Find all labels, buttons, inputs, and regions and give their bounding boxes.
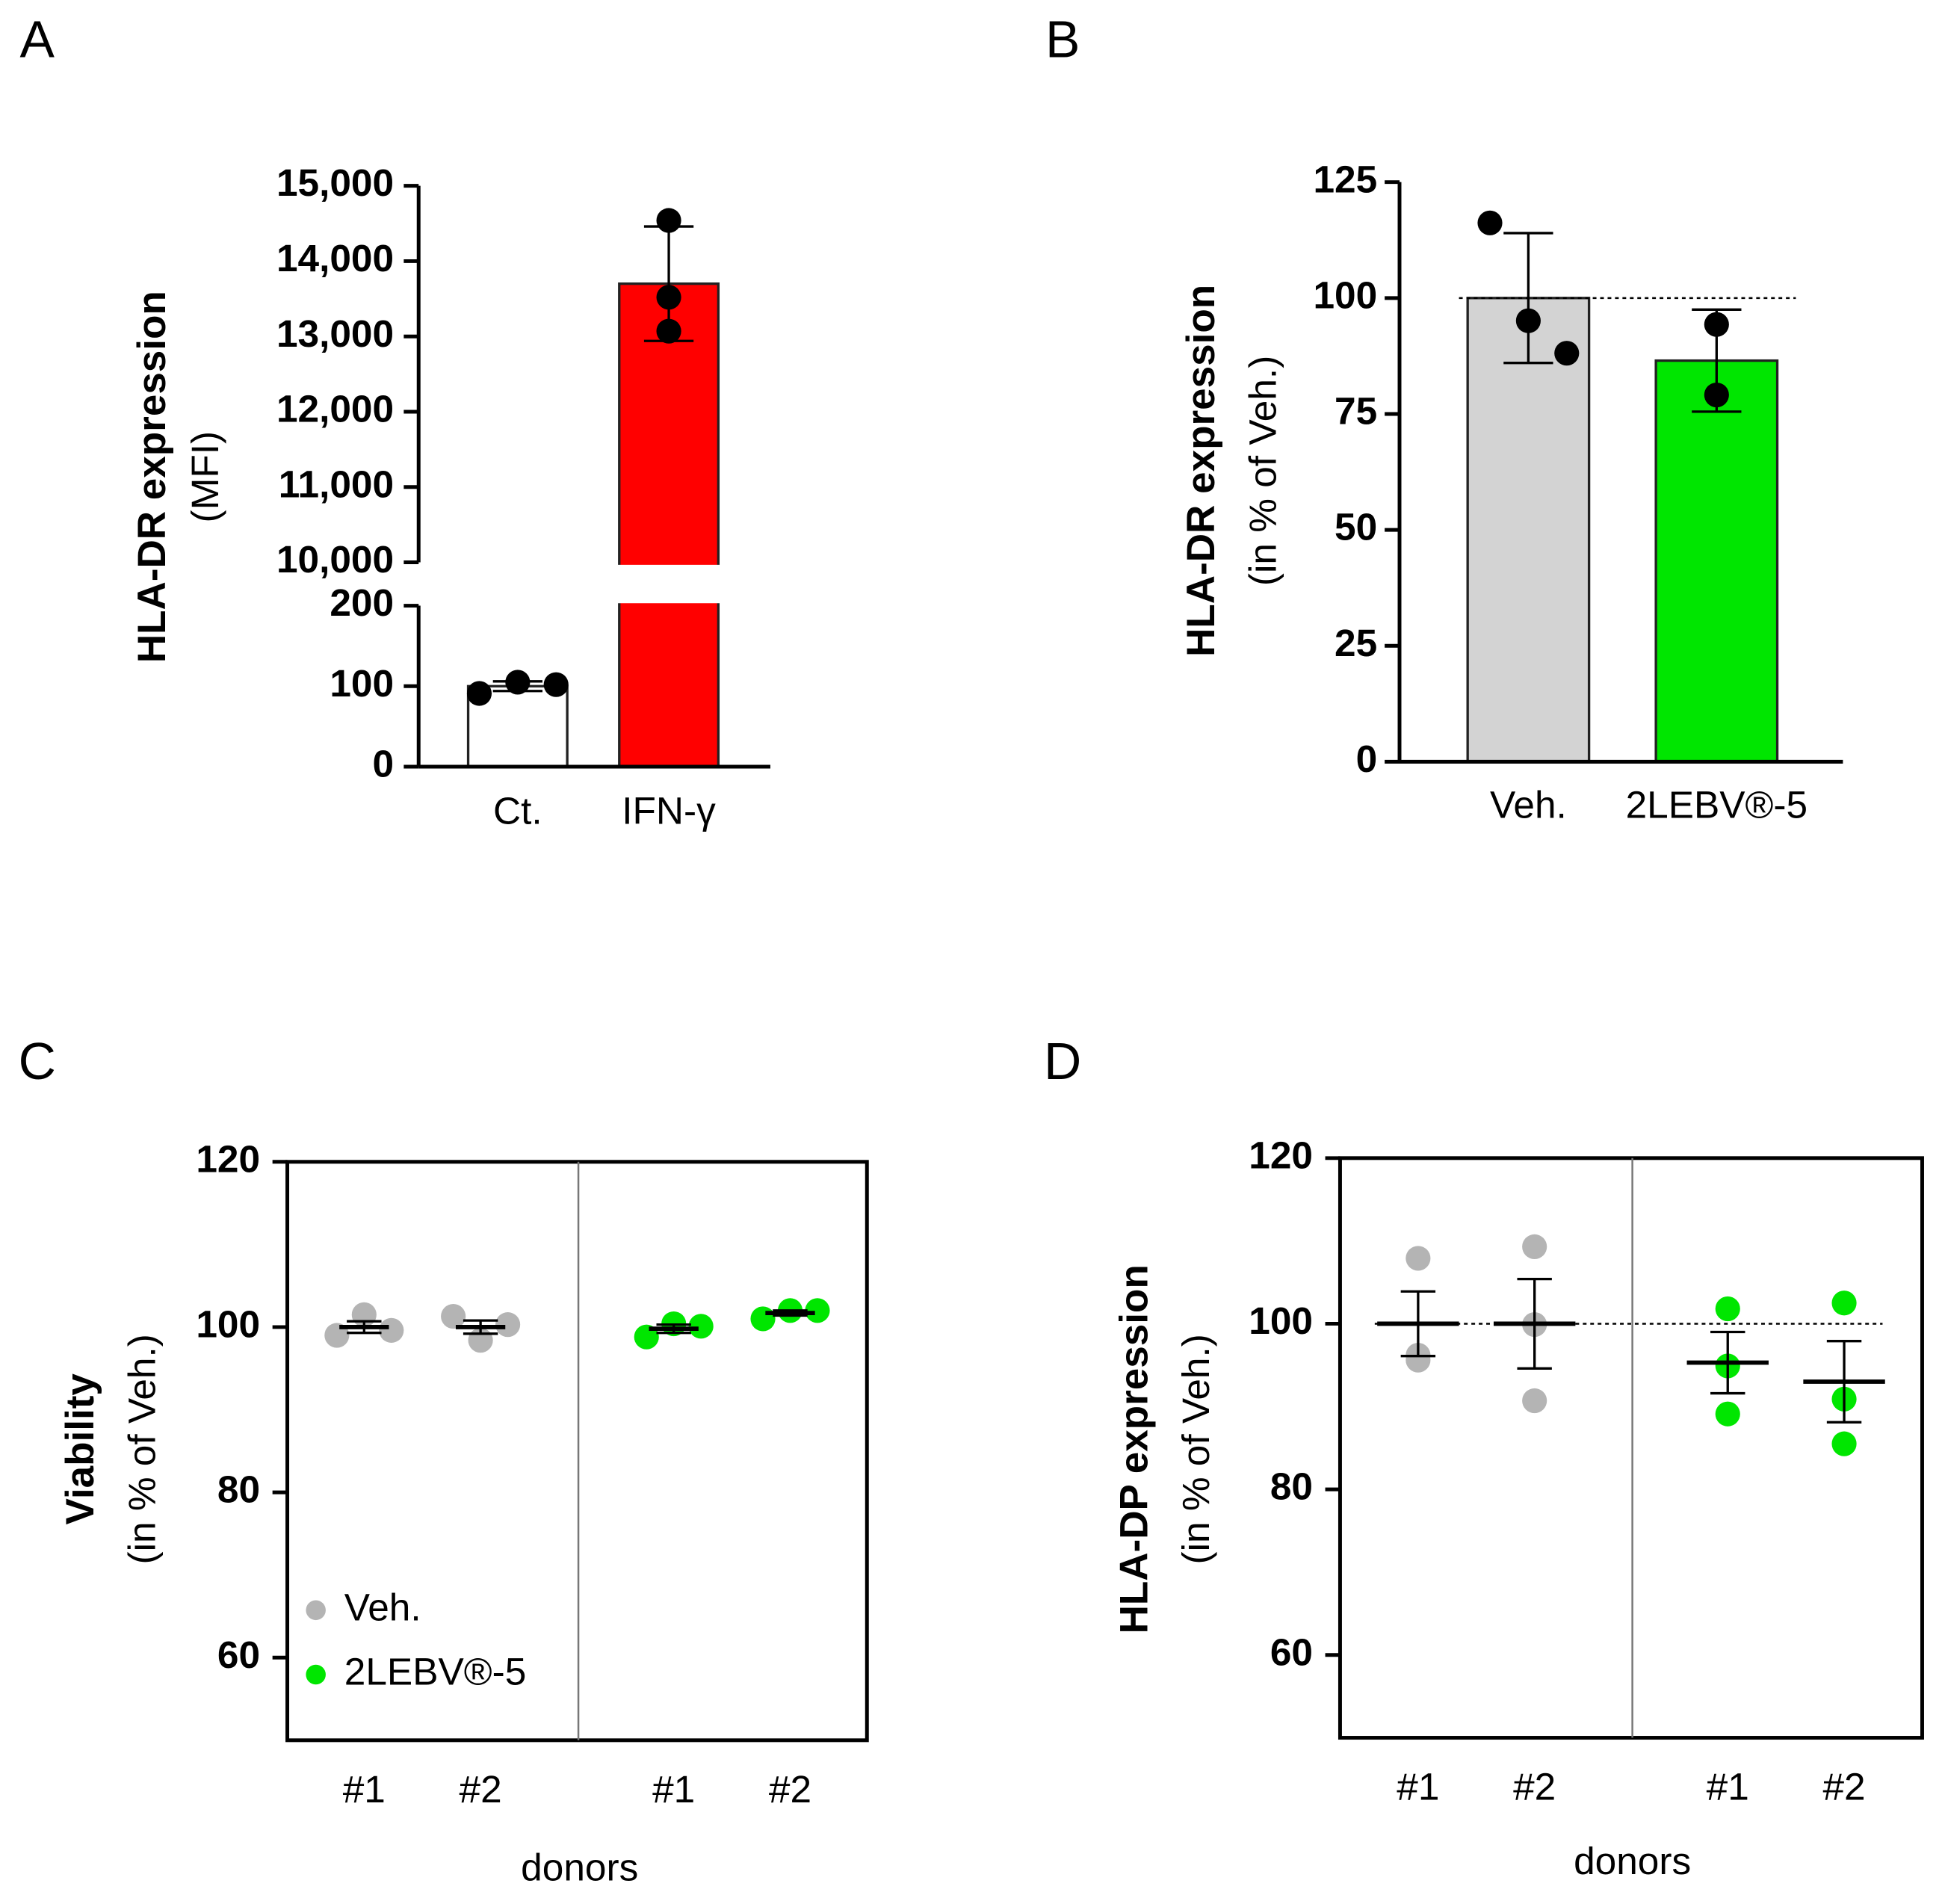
x-tick-label: 2LEBV®-5 bbox=[1626, 782, 1808, 826]
data-point bbox=[1704, 382, 1729, 408]
panel-label: B bbox=[1045, 10, 1080, 68]
y-tick-label: 14,000 bbox=[276, 236, 394, 279]
data-point bbox=[1704, 312, 1729, 337]
y-tick-label: 80 bbox=[217, 1468, 260, 1511]
y-tick-label: 12,000 bbox=[276, 387, 394, 430]
data-point bbox=[1715, 1296, 1740, 1322]
y-tick-label: 0 bbox=[373, 742, 395, 785]
y-axis-sublabel: (MFI) bbox=[183, 431, 226, 523]
data-point bbox=[441, 1303, 466, 1329]
y-tick-label: 50 bbox=[1335, 505, 1377, 548]
y-axis-label: HLA-DR expression bbox=[130, 291, 174, 663]
y-tick-label: 120 bbox=[1249, 1133, 1313, 1176]
x-tick-label: #2 bbox=[1513, 1765, 1556, 1808]
data-point bbox=[379, 1317, 404, 1343]
data-point bbox=[1554, 341, 1580, 366]
panel-label: D bbox=[1044, 1032, 1081, 1090]
data-point bbox=[1831, 1431, 1857, 1456]
y-axis-sublabel: (in % of Veh.) bbox=[1174, 1334, 1217, 1564]
x-tick-label: Ct. bbox=[493, 789, 542, 832]
x-tick-label: #1 bbox=[1397, 1765, 1439, 1808]
y-axis-sublabel: (in % of Veh.) bbox=[120, 1334, 164, 1564]
plot-frame bbox=[285, 1160, 869, 1743]
panel-label: C bbox=[19, 1032, 56, 1090]
x-axis-label: donors bbox=[1574, 1839, 1691, 1882]
y-tick-label: 0 bbox=[1356, 737, 1378, 780]
panel-label: A bbox=[20, 10, 55, 68]
data-point bbox=[656, 285, 681, 310]
y-axis-label: HLA-DP expression bbox=[1113, 1264, 1157, 1633]
x-tick-label: #2 bbox=[460, 1767, 502, 1811]
y-tick-label: 60 bbox=[217, 1633, 260, 1676]
y-tick-label: 120 bbox=[196, 1137, 260, 1180]
y-tick-label: 200 bbox=[330, 581, 394, 624]
data-point bbox=[495, 1312, 521, 1338]
x-tick-label: #1 bbox=[1707, 1765, 1749, 1808]
y-tick-label: 100 bbox=[1249, 1299, 1313, 1342]
y-tick-label: 60 bbox=[1270, 1630, 1313, 1673]
x-tick-label: #2 bbox=[769, 1767, 811, 1811]
y-tick-label: 11,000 bbox=[279, 462, 394, 505]
x-tick-label: #1 bbox=[652, 1767, 695, 1811]
y-tick-label: 100 bbox=[1313, 273, 1377, 316]
bar bbox=[618, 282, 720, 768]
x-tick-label: #1 bbox=[343, 1767, 386, 1811]
legend-swatch bbox=[306, 1600, 326, 1621]
y-axis-sublabel: (in % of Veh.) bbox=[1241, 356, 1284, 586]
data-point bbox=[688, 1314, 714, 1339]
data-point bbox=[505, 670, 531, 695]
data-point bbox=[805, 1298, 830, 1323]
legend-swatch bbox=[306, 1664, 326, 1685]
bar bbox=[1466, 297, 1591, 764]
error-bar bbox=[1503, 232, 1553, 365]
data-point bbox=[543, 672, 569, 697]
y-axis-label: Viability bbox=[58, 1373, 102, 1525]
legend-label: Veh. bbox=[344, 1585, 421, 1628]
y-tick-label: 125 bbox=[1313, 157, 1377, 200]
y-axis-label: HLA-DR expression bbox=[1179, 285, 1223, 657]
x-tick-label: #2 bbox=[1822, 1765, 1865, 1808]
data-point bbox=[1831, 1291, 1857, 1316]
y-tick-label: 75 bbox=[1335, 389, 1377, 433]
data-point bbox=[656, 318, 681, 344]
y-tick-label: 13,000 bbox=[276, 312, 394, 355]
x-tick-label: Veh. bbox=[1490, 782, 1567, 826]
y-tick-label: 80 bbox=[1270, 1465, 1313, 1508]
data-point bbox=[1522, 1388, 1547, 1414]
data-point bbox=[1715, 1401, 1740, 1427]
bar bbox=[1654, 359, 1779, 764]
y-tick-label: 100 bbox=[330, 661, 394, 705]
axis-break-gap bbox=[421, 564, 773, 604]
data-point bbox=[750, 1306, 776, 1332]
data-point bbox=[656, 208, 681, 233]
x-tick-label: IFN-γ bbox=[622, 789, 716, 832]
plot-frame bbox=[1338, 1156, 1924, 1740]
y-tick-label: 25 bbox=[1335, 621, 1377, 664]
data-point bbox=[1515, 308, 1541, 333]
y-tick-label: 15,000 bbox=[276, 161, 394, 204]
data-point bbox=[1406, 1246, 1431, 1271]
y-tick-label: 100 bbox=[196, 1302, 260, 1346]
data-point bbox=[466, 681, 492, 706]
data-point bbox=[1477, 210, 1503, 235]
legend-label: 2LEBV®-5 bbox=[344, 1650, 526, 1693]
y-tick-label: 10,000 bbox=[276, 537, 394, 581]
x-axis-label: donors bbox=[521, 1845, 638, 1888]
data-point bbox=[1522, 1234, 1547, 1259]
